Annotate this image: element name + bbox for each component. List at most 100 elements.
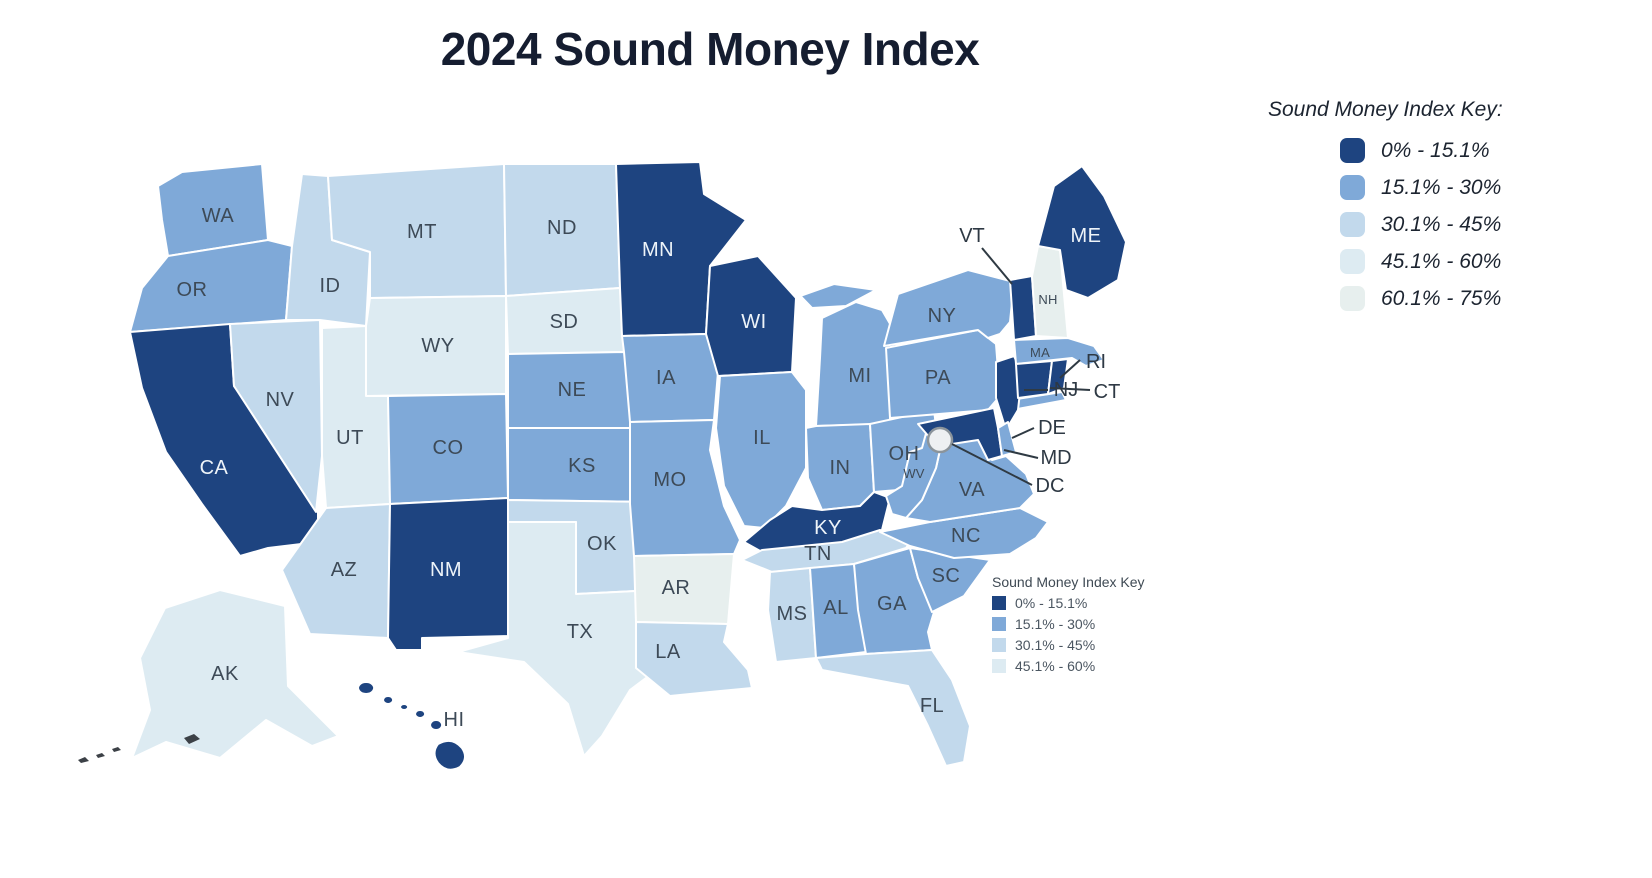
state-ak (131, 589, 339, 759)
state-label-ks: KS (568, 455, 596, 477)
state-label-al: AL (823, 597, 848, 619)
callout-line-ri (1059, 359, 1081, 379)
state-label-ny: NY (928, 305, 957, 327)
state-label-nd: ND (547, 217, 577, 239)
state-hi (357, 681, 466, 771)
legend-item-15-30: 15.1% - 30% (1340, 175, 1568, 200)
state-label-la: LA (655, 641, 681, 663)
state-label-nh: NH (1038, 292, 1057, 307)
legend-label-15-30: 15.1% - 30% (1381, 175, 1502, 199)
legend-item-30-45: 30.1% - 45% (1340, 212, 1568, 237)
state-nj (995, 355, 1023, 431)
state-label-me: ME (1071, 225, 1102, 247)
state-ms (767, 567, 817, 663)
state-label-tx: TX (567, 621, 594, 643)
state-az (281, 503, 391, 639)
map-legend-item-0-15: 0% - 15.1% (992, 595, 1172, 611)
legend-swatch-0-15 (1340, 138, 1365, 163)
state-label-az: AZ (331, 559, 358, 581)
legend-item-60-75: 60.1% - 75% (1340, 286, 1568, 311)
callout-line-md (1003, 449, 1039, 459)
map-legend-item-15-30: 15.1% - 30% (992, 616, 1172, 632)
legend-swatch-60-75 (1340, 286, 1365, 311)
state-me (1037, 165, 1127, 299)
callout-label-dc: DC (1036, 475, 1065, 497)
page-title: 2024 Sound Money Index (440, 23, 980, 75)
legend-label-60-75: 60.1% - 75% (1381, 286, 1502, 310)
legend-item-45-60: 45.1% - 60% (1340, 249, 1568, 274)
map-legend-label-45-60: 45.1% - 60% (1015, 658, 1096, 674)
state-or (129, 239, 293, 333)
map-legend-item-45-60: 45.1% - 60% (992, 658, 1172, 674)
dc-circle-marker (926, 426, 954, 454)
state-label-ga: GA (877, 593, 907, 615)
state-label-mo: MO (653, 469, 686, 491)
state-label-pa: PA (925, 367, 951, 389)
state-label-ky: KY (814, 517, 842, 539)
map-legend-swatch-0-15 (992, 596, 1006, 610)
state-label-nv: NV (266, 389, 295, 411)
callout-label-nj: NJ (1054, 379, 1078, 401)
state-label-mt: MT (407, 221, 437, 243)
us-map: WA OR CA NV ID MT WY UT CO AZ NM ND SD N… (78, 161, 1127, 771)
state-label-va: VA (959, 479, 985, 501)
legend-swatch-15-30 (1340, 175, 1365, 200)
state-fl (815, 649, 971, 767)
state-label-wy: WY (421, 335, 454, 357)
state-label-nm: NM (430, 559, 462, 581)
state-nh (1031, 245, 1069, 339)
state-label-tn: TN (804, 543, 832, 565)
state-label-ar: AR (662, 577, 691, 599)
state-label-ma: MA (1030, 345, 1050, 360)
callout-label-md: MD (1040, 447, 1071, 469)
state-label-sc: SC (932, 565, 961, 587)
state-label-or: OR (177, 279, 208, 301)
state-label-ut: UT (336, 427, 364, 449)
state-label-ne: NE (558, 379, 587, 401)
legend-item-0-15: 0% - 15.1% (1340, 138, 1568, 163)
map-embedded-legend-title: Sound Money Index Key (992, 574, 1145, 590)
state-label-ak: AK (211, 663, 239, 685)
state-label-mi: MI (848, 365, 871, 387)
map-embedded-legend: Sound Money Index Key 0% - 15.1% 15.1% -… (992, 574, 1172, 679)
state-sc (909, 547, 991, 613)
callout-line-vt (981, 247, 1013, 285)
state-label-co: CO (433, 437, 464, 459)
legend-swatch-45-60 (1340, 249, 1365, 274)
map-legend-swatch-45-60 (992, 659, 1006, 673)
callout-label-ct: CT (1094, 381, 1121, 403)
callout-label-vt: VT (959, 225, 985, 247)
state-la (635, 621, 753, 697)
state-label-il: IL (753, 427, 771, 449)
callout-line-de (1011, 427, 1035, 439)
callout-label-ri: RI (1086, 351, 1106, 373)
legend: Sound Money Index Key: 0% - 15.1% 15.1% … (1268, 98, 1568, 323)
map-legend-swatch-15-30 (992, 617, 1006, 631)
state-label-ca: CA (200, 457, 229, 479)
state-label-wv: WV (903, 466, 924, 481)
state-il (715, 371, 807, 529)
map-legend-label-30-45: 30.1% - 45% (1015, 637, 1096, 653)
legend-swatch-30-45 (1340, 212, 1365, 237)
map-legend-item-30-45: 30.1% - 45% (992, 637, 1172, 653)
map-legend-label-0-15: 0% - 15.1% (1015, 595, 1088, 611)
legend-label-45-60: 45.1% - 60% (1381, 249, 1502, 273)
state-label-id: ID (320, 275, 341, 297)
state-label-in: IN (830, 457, 851, 479)
state-label-oh: OH (889, 443, 920, 465)
legend-title: Sound Money Index Key: (1268, 98, 1503, 121)
legend-label-0-15: 0% - 15.1% (1381, 138, 1490, 162)
state-label-wa: WA (202, 205, 235, 227)
state-label-wi: WI (741, 311, 766, 333)
map-legend-label-15-30: 15.1% - 30% (1015, 616, 1096, 632)
state-label-ia: IA (656, 367, 676, 389)
callout-line-dc (951, 443, 1033, 486)
state-label-ok: OK (587, 533, 617, 555)
state-label-fl: FL (920, 695, 944, 717)
state-ct (1015, 360, 1053, 399)
callout-line-ct (1049, 387, 1091, 391)
state-label-nc: NC (951, 525, 981, 547)
state-label-mn: MN (642, 239, 674, 261)
state-mo (629, 419, 741, 557)
state-label-hi: HI (444, 709, 465, 731)
